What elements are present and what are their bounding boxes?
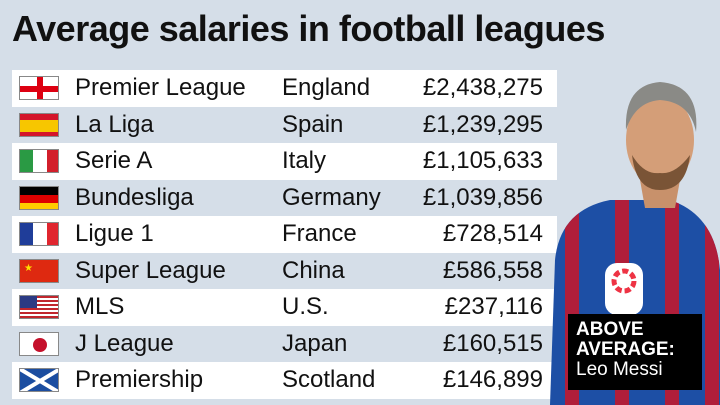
league-name: Serie A xyxy=(75,147,153,175)
league-name: Ligue 1 xyxy=(75,220,154,248)
table-row: ★ Super League China £586,558 xyxy=(12,253,557,290)
germany-flag-icon xyxy=(19,185,59,210)
table-row: Serie A Italy £1,105,633 xyxy=(12,143,557,180)
salary-value: £146,899 xyxy=(442,366,543,394)
france-flag-icon xyxy=(19,222,59,247)
salary-value: £586,558 xyxy=(442,256,543,284)
league-name: Premiership xyxy=(75,366,204,394)
table-row: MLS U.S. £237,116 xyxy=(12,289,557,326)
salary-value: £2,438,275 xyxy=(422,74,543,102)
page-title: Average salaries in football leagues xyxy=(12,8,605,49)
salary-value: £237,116 xyxy=(444,293,543,321)
caption-line1: ABOVE xyxy=(576,319,644,340)
country-name: China xyxy=(282,256,345,284)
country-name: England xyxy=(282,74,371,102)
league-name: MLS xyxy=(75,293,125,321)
league-name: J League xyxy=(75,329,174,357)
country-name: Spain xyxy=(282,110,344,138)
table-row: La Liga Spain £1,239,295 xyxy=(12,107,557,144)
salary-value: £1,239,295 xyxy=(422,110,543,138)
table-row: J League Japan £160,515 xyxy=(12,326,557,363)
table-row: Bundesliga Germany £1,039,856 xyxy=(12,180,557,217)
table-row: Ligue 1 France £728,514 xyxy=(12,216,557,253)
scotland-flag-icon xyxy=(19,368,59,393)
country-name: Japan xyxy=(282,329,348,357)
league-name: Super League xyxy=(75,256,226,284)
table-row: Premier League England £2,438,275 xyxy=(12,70,557,107)
salary-value: £1,039,856 xyxy=(422,183,543,211)
country-name: France xyxy=(282,220,357,248)
country-name: U.S. xyxy=(282,293,329,321)
usa-flag-icon xyxy=(19,295,59,320)
league-name: Bundesliga xyxy=(75,183,194,211)
country-name: Scotland xyxy=(282,366,376,394)
china-flag-icon: ★ xyxy=(19,258,59,283)
svg-text:★: ★ xyxy=(24,263,33,274)
table-row: Premiership Scotland £146,899 xyxy=(12,362,557,399)
country-name: Germany xyxy=(282,183,381,211)
caption-line2: AVERAGE: xyxy=(576,339,675,360)
salary-value: £160,515 xyxy=(442,329,543,357)
caption-name: Leo Messi xyxy=(576,359,663,380)
england-flag-icon xyxy=(19,76,59,101)
salary-table: Premier League England £2,438,275 La Liga Sp… xyxy=(12,70,557,399)
salary-value: £728,514 xyxy=(442,220,543,248)
spain-flag-icon xyxy=(19,112,59,137)
photo-caption: ABOVE AVERAGE: Leo Messi xyxy=(568,314,702,390)
country-name: Italy xyxy=(282,147,327,175)
salary-value: £1,105,633 xyxy=(422,147,543,175)
japan-flag-icon xyxy=(19,331,59,356)
italy-flag-icon xyxy=(19,149,59,174)
league-name: La Liga xyxy=(75,110,154,138)
league-name: Premier League xyxy=(75,74,246,102)
